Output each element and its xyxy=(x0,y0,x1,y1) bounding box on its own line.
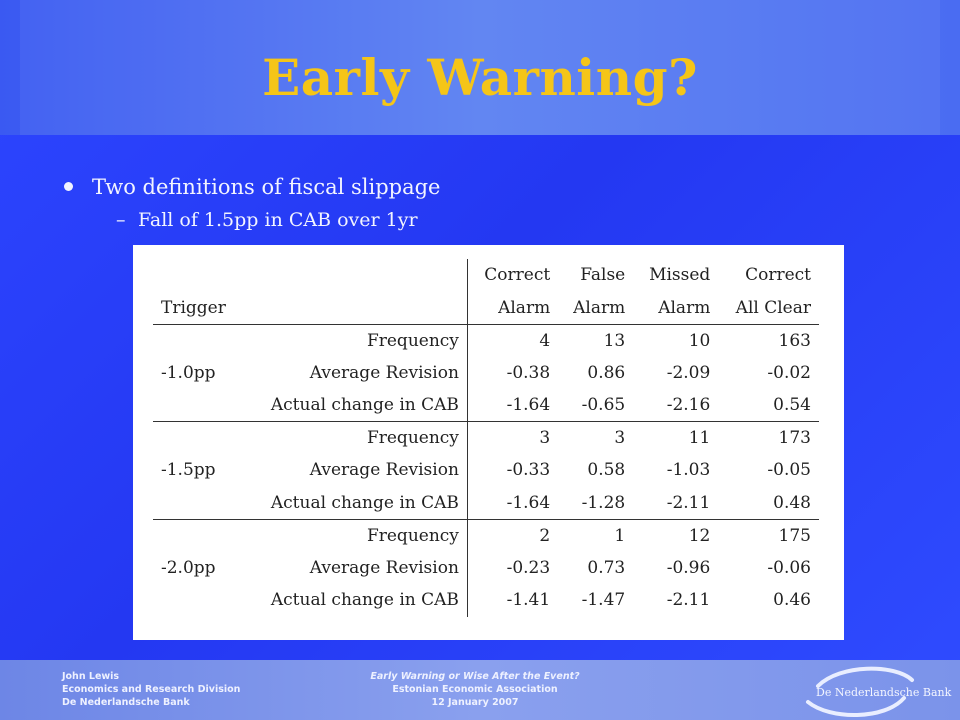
table-row: -1.0pp Average Revision -0.38 0.86 -2.09… xyxy=(153,356,819,389)
footer-institution: De Nederlandsche Bank xyxy=(62,697,190,708)
sub-bullet-text: Fall of 1.5pp in CAB over 1yr xyxy=(138,209,418,231)
row-label: Frequency xyxy=(242,519,468,552)
slide-title: Early Warning? xyxy=(262,48,698,107)
footer-talk-title: Early Warning or Wise After the Event? xyxy=(370,671,580,682)
table-cell: 0.86 xyxy=(587,362,626,383)
footer-date: 12 January 2007 xyxy=(431,697,519,708)
table-cell: -1.41 xyxy=(506,590,551,611)
table-row: Frequency 3 3 11 173 xyxy=(153,421,819,454)
table-cell: 173 xyxy=(778,428,811,448)
bullet-list: Two definitions of fiscal slippage – Fal… xyxy=(60,175,440,231)
footer-venue: Estonian Economic Association xyxy=(392,684,558,695)
row-label: Average Revision xyxy=(242,454,468,487)
header-cell: Alarm xyxy=(633,291,719,325)
footer-division: Economics and Research Division xyxy=(62,684,241,695)
row-label: Average Revision xyxy=(242,356,468,389)
table-cell: 0.54 xyxy=(718,389,819,422)
row-label: Actual change in CAB xyxy=(242,584,468,617)
table-cell: -2.11 xyxy=(666,590,711,611)
table-cell: -0.02 xyxy=(767,362,811,383)
row-label: Actual change in CAB xyxy=(242,389,468,422)
table-cell: -0.33 xyxy=(506,460,551,481)
trigger-value: -1.0pp xyxy=(161,362,216,383)
header-cell: Alarm xyxy=(558,291,634,325)
results-table: Correct False Missed Correct Trigger Ala… xyxy=(153,259,819,617)
header-row-1: Correct False Missed Correct xyxy=(153,259,819,292)
table-cell: 3 xyxy=(539,428,551,448)
table-cell: -1.64 xyxy=(467,389,559,422)
bullet-text: Two definitions of fiscal slippage xyxy=(92,175,441,199)
header-cell: Alarm xyxy=(467,291,559,325)
table-row: -2.0pp Average Revision -0.23 0.73 -0.96… xyxy=(153,551,819,584)
table-cell: -1.64 xyxy=(467,486,559,520)
table-cell: -0.65 xyxy=(558,389,634,422)
table-cell: -2.11 xyxy=(633,486,719,520)
row-label: Actual change in CAB xyxy=(242,486,468,520)
logo-text: De Nederlandsche Bank xyxy=(816,686,952,699)
trigger-header: Trigger xyxy=(153,291,243,325)
table-cell: 175 xyxy=(778,525,811,546)
table-cell: 1 xyxy=(614,525,626,546)
table-cell: 11 xyxy=(688,428,711,448)
header-cell: Correct xyxy=(484,265,551,286)
table-cell: -2.16 xyxy=(633,389,719,422)
table-cell: -1.03 xyxy=(666,460,711,481)
footer-author-name: John Lewis xyxy=(62,671,120,682)
table-cell: -0.05 xyxy=(767,460,811,481)
footer-bar: John Lewis Economics and Research Divisi… xyxy=(0,660,960,720)
header-cell: Correct xyxy=(745,265,811,286)
trigger-value: -2.0pp xyxy=(161,557,216,578)
footer-event: Early Warning or Wise After the Event? E… xyxy=(315,670,635,709)
table-row: Frequency 4 13 10 163 xyxy=(153,324,819,357)
title-band xyxy=(0,0,960,135)
table-cell: 13 xyxy=(603,330,626,351)
table-row: Frequency 2 1 12 175 xyxy=(153,519,819,552)
table-cell: -1.47 xyxy=(581,590,626,611)
table-cell: -1.28 xyxy=(558,486,634,520)
header-cell: False xyxy=(580,265,626,286)
results-table-panel: Correct False Missed Correct Trigger Ala… xyxy=(133,245,844,640)
bullet-dot-icon xyxy=(64,182,73,191)
table-cell: 0.73 xyxy=(587,557,626,578)
row-label: Frequency xyxy=(242,324,468,357)
table-cell: 3 xyxy=(614,428,626,448)
sub-bullet-item: – Fall of 1.5pp in CAB over 1yr xyxy=(60,209,440,231)
table-cell: 12 xyxy=(688,525,711,546)
header-cell: Missed xyxy=(649,265,711,286)
bullet-item: Two definitions of fiscal slippage xyxy=(60,175,440,205)
row-label: Average Revision xyxy=(242,551,468,584)
dnb-logo-icon xyxy=(806,666,914,718)
table-cell: -0.38 xyxy=(506,362,551,383)
table-cell: 163 xyxy=(778,330,811,351)
table-row: -1.5pp Average Revision -0.33 0.58 -1.03… xyxy=(153,454,819,487)
table-cell: -0.06 xyxy=(767,557,811,578)
table-cell: 2 xyxy=(539,525,551,546)
table-cell: -2.09 xyxy=(666,362,711,383)
table-cell: -0.23 xyxy=(506,557,551,578)
table-cell: 0.46 xyxy=(773,590,811,611)
table-row: Actual change in CAB -1.41 -1.47 -2.11 0… xyxy=(153,584,819,617)
table-cell: 10 xyxy=(688,330,711,351)
table-row: Actual change in CAB -1.64 -0.65 -2.16 0… xyxy=(153,389,819,422)
table-cell: 4 xyxy=(539,330,551,351)
table-cell: -0.96 xyxy=(666,557,711,578)
trigger-value: -1.5pp xyxy=(161,460,216,481)
header-cell: All Clear xyxy=(718,291,819,325)
footer-author: John Lewis Economics and Research Divisi… xyxy=(62,670,240,709)
dash-icon: – xyxy=(116,209,126,231)
row-label: Frequency xyxy=(242,421,468,454)
header-row-2: Trigger Alarm Alarm Alarm All Clear xyxy=(153,291,819,325)
table-cell: 0.58 xyxy=(587,460,626,481)
table-row: Actual change in CAB -1.64 -1.28 -2.11 0… xyxy=(153,486,819,520)
table-cell: 0.48 xyxy=(718,486,819,520)
